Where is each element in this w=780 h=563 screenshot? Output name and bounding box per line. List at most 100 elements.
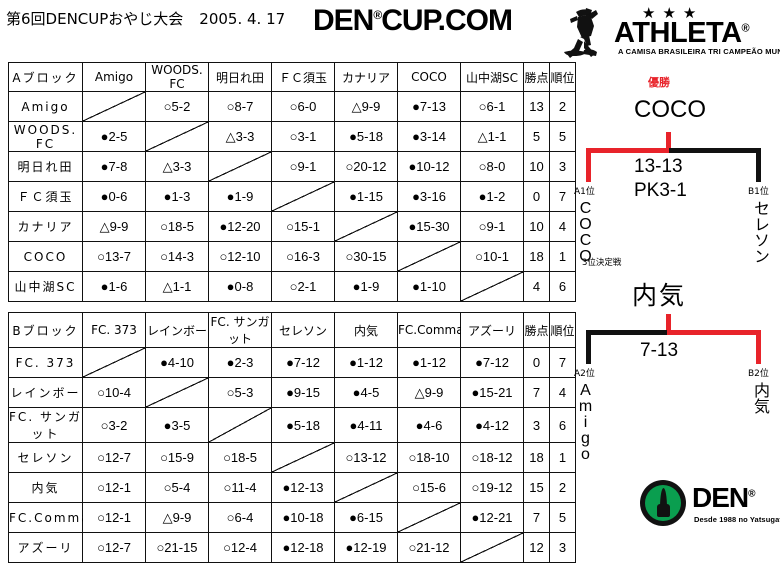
bracket-third-place: 3位決定戦 内気 7-13 A2位 B2位 Amigo 内気	[556, 252, 780, 482]
athleta-stars: ★★★	[642, 5, 704, 22]
match-result-cell: ○15-1	[271, 211, 335, 242]
rank-value: 7	[549, 181, 576, 212]
bracket-third-right-arm	[667, 330, 761, 335]
bracket-third-right-leg	[756, 330, 761, 364]
table-header-row: Aブロック Amigo WOODS. FC 明日れ田 ＦＣ須玉 カナリア COCO 山中湖SC…	[8, 62, 576, 92]
match-result-cell: ○6-4	[208, 502, 272, 533]
points-value: 15	[523, 472, 550, 503]
page-title: 第6回DENCUPおやじ大会 2005. 4. 17	[6, 8, 285, 29]
team-label: ＦＣ須玉	[8, 181, 83, 212]
match-result-cell: △1-1	[460, 121, 524, 152]
points-value: 18	[523, 442, 550, 473]
bracket-final-right-leg	[756, 148, 761, 182]
bracket-third-left-seed: A2位	[574, 369, 595, 379]
bracket-final-winner: COCO	[634, 96, 706, 123]
match-result-cell: ●10-12	[397, 151, 461, 182]
match-result-cell: ●1-12	[334, 347, 398, 378]
match-result-cell: ●7-12	[460, 347, 524, 378]
match-result-cell: ●12-13	[271, 472, 335, 503]
match-result-cell: ○12-10	[208, 241, 272, 272]
rank-value: 3	[549, 532, 576, 563]
match-result-cell: ●7-8	[82, 151, 146, 182]
match-result-cell: △3-3	[208, 121, 272, 152]
bracket-final-stem	[666, 132, 671, 152]
self-cell	[460, 532, 524, 563]
rank-value: 3	[549, 151, 576, 182]
column-header: アズーリ	[460, 312, 524, 348]
table-row: 内気 ○12-1 ○5-4 ○11-4 ●12-13 ○15-6 ○19-12 15 2	[8, 472, 576, 503]
match-result-cell: ●7-12	[271, 347, 335, 378]
points-header: 勝点	[523, 62, 550, 92]
points-value: 0	[523, 347, 550, 378]
match-result-cell: ●12-18	[271, 532, 335, 563]
points-value: 0	[523, 181, 550, 212]
match-result-cell: ○6-1	[460, 91, 524, 122]
athleta-tagline: A CAMISA BRASILEIRA TRI CAMPEÃO MUNDIAL	[618, 47, 780, 56]
match-result-cell: ○11-4	[208, 472, 272, 503]
bracket-final-left-leg	[586, 148, 591, 182]
league-table-block-a: Aブロック Amigo WOODS. FC 明日れ田 ＦＣ須玉 カナリア COCO 山中湖SC…	[8, 62, 576, 302]
match-result-cell: ○12-7	[82, 532, 146, 563]
table-row: アズーリ ○12-7 ○21-15 ○12-4 ●12-18 ●12-19 ○21-12 12…	[8, 532, 576, 563]
match-result-cell: ●7-13	[397, 91, 461, 122]
registered-icon: ®	[373, 8, 382, 22]
match-result-cell: △1-1	[145, 271, 209, 302]
table-row: FC.CommandZ ○12-1 △9-9 ○6-4 ●10-18 ●6-15 ●12-2…	[8, 502, 576, 533]
match-result-cell: ○12-1	[82, 472, 146, 503]
match-result-cell: ○18-12	[460, 442, 524, 473]
bracket-third-right-seed: B2位	[748, 369, 769, 379]
points-value: 4	[523, 271, 550, 302]
dencup-logo: DEN®CUP.COM	[313, 4, 513, 38]
match-result-cell: ●1-6	[82, 271, 146, 302]
rank-value: 1	[549, 241, 576, 272]
match-result-cell: ○12-7	[82, 442, 146, 473]
team-label: Amigo	[8, 91, 83, 122]
bracket-third-winner: 内気	[632, 281, 687, 310]
column-header: FC.CommandZ	[397, 312, 487, 348]
event-date: 2005. 4. 17	[199, 10, 286, 28]
match-result-cell: △9-9	[397, 377, 461, 408]
rank-value: 2	[549, 472, 576, 503]
match-result-cell: △3-3	[145, 151, 209, 182]
match-result-cell: ○18-5	[145, 211, 209, 242]
column-header: FC. サンガット	[208, 312, 272, 348]
self-cell	[397, 502, 461, 533]
match-result-cell: ○19-12	[460, 472, 524, 503]
match-result-cell: ●5-18	[271, 407, 335, 443]
points-header: 勝点	[523, 312, 550, 348]
match-result-cell: ○12-1	[82, 502, 146, 533]
match-result-cell: ○9-1	[271, 151, 335, 182]
self-cell	[208, 151, 272, 182]
match-result-cell: ●6-15	[334, 502, 398, 533]
self-cell	[271, 442, 335, 473]
match-result-cell: ○15-6	[397, 472, 461, 503]
match-result-cell: ●1-2	[460, 181, 524, 212]
team-label: FC. 373	[8, 347, 83, 378]
match-result-cell: ●10-18	[271, 502, 335, 533]
den-logo: DEN® Desde 1988 no Yatsugatake	[640, 478, 780, 536]
self-cell	[334, 472, 398, 503]
athleta-player-icon	[564, 8, 598, 58]
bracket-third-stem	[666, 314, 671, 334]
points-value: 7	[523, 377, 550, 408]
match-result-cell: ●3-5	[145, 407, 209, 443]
column-header: Amigo	[82, 62, 146, 92]
bracket-third-left-team: Amigo	[577, 382, 594, 462]
match-result-cell: ○3-1	[271, 121, 335, 152]
bracket-final: 優勝 COCO 13-13 PK3-1 A1位 B1位 COCO セレソン	[556, 60, 780, 300]
match-result-cell: ○12-4	[208, 532, 272, 563]
bracket-final-right-seed: B1位	[748, 187, 769, 197]
match-result-cell: ○14-3	[145, 241, 209, 272]
match-result-cell: ●15-21	[460, 377, 524, 408]
match-result-cell: ○13-7	[82, 241, 146, 272]
match-result-cell: ○21-15	[145, 532, 209, 563]
match-result-cell: ○16-3	[271, 241, 335, 272]
match-result-cell: ○5-3	[208, 377, 272, 408]
match-result-cell: ○9-1	[460, 211, 524, 242]
match-result-cell: △9-9	[145, 502, 209, 533]
match-result-cell: ●1-9	[208, 181, 272, 212]
match-result-cell: ●1-3	[145, 181, 209, 212]
match-result-cell: ●4-12	[460, 407, 524, 443]
bracket-third-left-leg	[586, 330, 591, 364]
team-label: COCO	[8, 241, 83, 272]
